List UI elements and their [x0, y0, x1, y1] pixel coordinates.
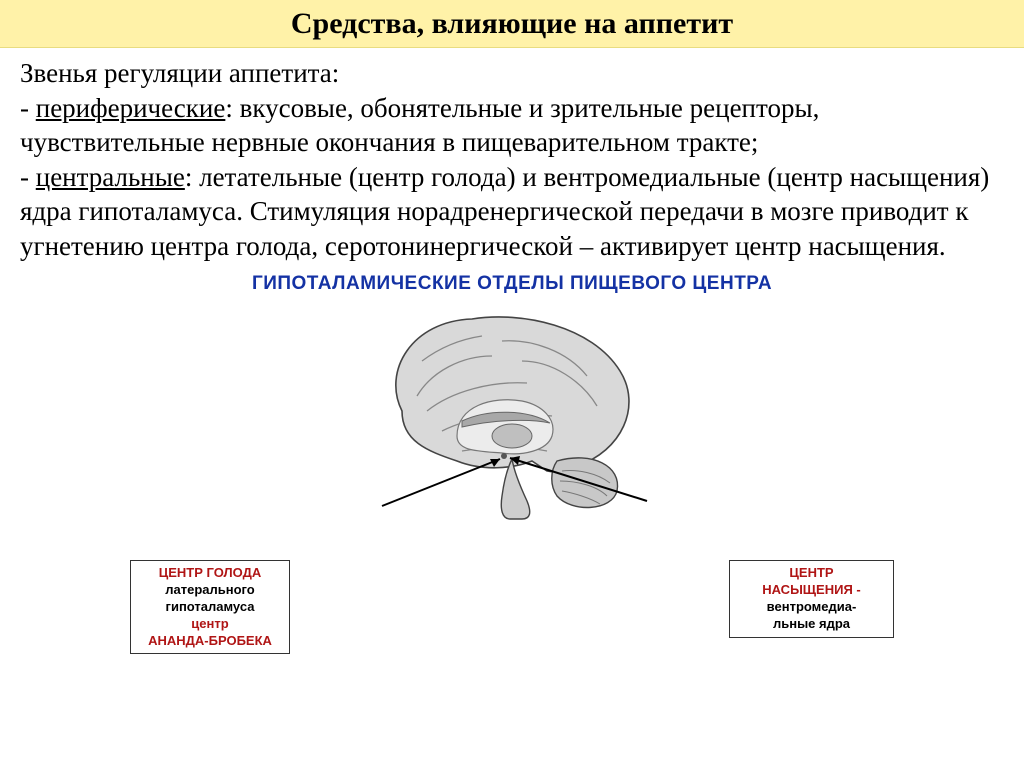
diagram-label-left: ЦЕНТР ГОЛОДА латерального гипоталамуса ц… — [130, 560, 290, 654]
left-l5: АНАНДА-БРОБЕКА — [139, 633, 281, 650]
brain-illustration — [362, 301, 662, 521]
left-l1: ЦЕНТР ГОЛОДА — [139, 565, 281, 582]
bullet2-key: центральные — [36, 162, 185, 192]
left-l2: латерального — [139, 582, 281, 599]
diagram-title: ГИПОТАЛАМИЧЕСКИЕ ОТДЕЛЫ ПИЩЕВОГО ЦЕНТРА — [252, 273, 772, 295]
diagram: ГИПОТАЛАМИЧЕСКИЕ ОТДЕЛЫ ПИЩЕВОГО ЦЕНТРА — [0, 273, 1024, 521]
right-l3: вентромедиа- — [738, 599, 885, 616]
right-l4: льные ядра — [738, 616, 885, 633]
header-band: Средства, влияющие на аппетит — [0, 0, 1024, 48]
intro-line: Звенья регуляции аппетита: — [20, 56, 1004, 91]
bullet1-key: периферические — [36, 93, 226, 123]
brain-row — [0, 301, 1024, 521]
bullet2-prefix: - — [20, 162, 36, 192]
right-l2: НАСЫЩЕНИЯ - — [738, 582, 885, 599]
bullet-central: - центральные: летательные (центр голода… — [20, 160, 1004, 264]
text-content: Звенья регуляции аппетита: - периферичес… — [0, 48, 1024, 263]
bullet1-prefix: - — [20, 93, 36, 123]
diagram-label-right: ЦЕНТР НАСЫЩЕНИЯ - вентромедиа- льные ядр… — [729, 560, 894, 638]
page-title: Средства, влияющие на аппетит — [291, 7, 733, 41]
left-l4: центр — [139, 616, 281, 633]
bullet-peripheral: - периферические: вкусовые, обонятельные… — [20, 91, 1004, 160]
right-l1: ЦЕНТР — [738, 565, 885, 582]
brain-svg-icon — [362, 301, 662, 521]
left-l3: гипоталамуса — [139, 599, 281, 616]
